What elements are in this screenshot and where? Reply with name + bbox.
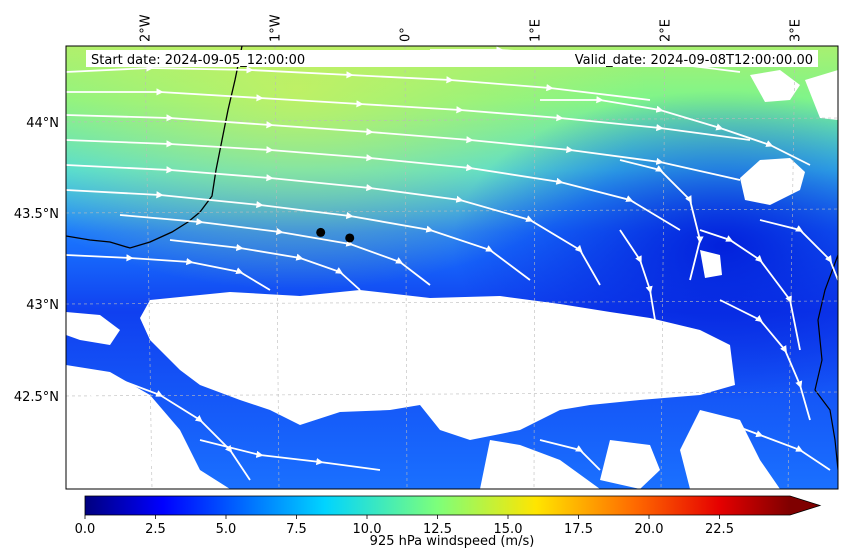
start-date-label: Start date: 2024-09-05_12:00:00 (91, 53, 305, 68)
colorbar-tick-label: 20.0 (635, 522, 664, 537)
longitude-label: 3°E (789, 19, 804, 42)
colorbar-tick-label: 12.5 (423, 522, 452, 537)
latitude-label: 43.5°N (14, 207, 59, 222)
colorbar-tick-label: 15.0 (494, 522, 523, 537)
longitude-label: 2°E (659, 19, 674, 42)
colorbar-tick-label: 22.5 (705, 522, 734, 537)
border-east (814, 254, 838, 471)
header-band (86, 50, 818, 67)
map-frame (65, 45, 839, 490)
colorbar-ticks: 0.0 2.5 5.0 7.5 10.0 12.5 15.0 17.5 20.0 22.5 (75, 515, 734, 537)
valid-date-label: Valid_date: 2024-09-08T12:00:00.00 (575, 53, 813, 68)
latitude-label: 43°N (26, 298, 59, 313)
colorbar: 0.0 2.5 5.0 7.5 10.0 12.5 15.0 17.5 20.0 22.5 925… (75, 495, 822, 549)
latitude-label: 44°N (26, 116, 59, 131)
colorbar-extend-arrow (790, 496, 820, 515)
colorbar-tick-label: 2.5 (145, 522, 166, 537)
colorbar-tick-label: 7.5 (286, 522, 307, 537)
windspeed-field (66, 46, 838, 489)
longitude-label: 0° (399, 27, 414, 42)
longitude-labels: 2°W 1°W 0° 1°E 2°E 3°E (139, 14, 804, 42)
location-markers (316, 227, 355, 243)
latitude-label: 42.5°N (14, 390, 59, 405)
colorbar-tick-label: 17.5 (564, 522, 593, 537)
longitude-label: 1°E (529, 19, 544, 42)
location-marker (345, 233, 355, 243)
colorbar-gradient (85, 496, 790, 515)
colorbar-tick-label: 10.0 (353, 522, 382, 537)
colorbar-tick-label: 0.0 (75, 522, 96, 537)
latitude-labels: 44°N 43.5°N 43°N 42.5°N (14, 116, 59, 405)
colorbar-label: 925 hPa windspeed (m/s) (370, 534, 535, 549)
longitude-label: 2°W (139, 14, 154, 42)
colorbar-tick-label: 5.0 (216, 522, 237, 537)
longitude-label: 1°W (269, 14, 284, 42)
location-marker (316, 227, 326, 237)
